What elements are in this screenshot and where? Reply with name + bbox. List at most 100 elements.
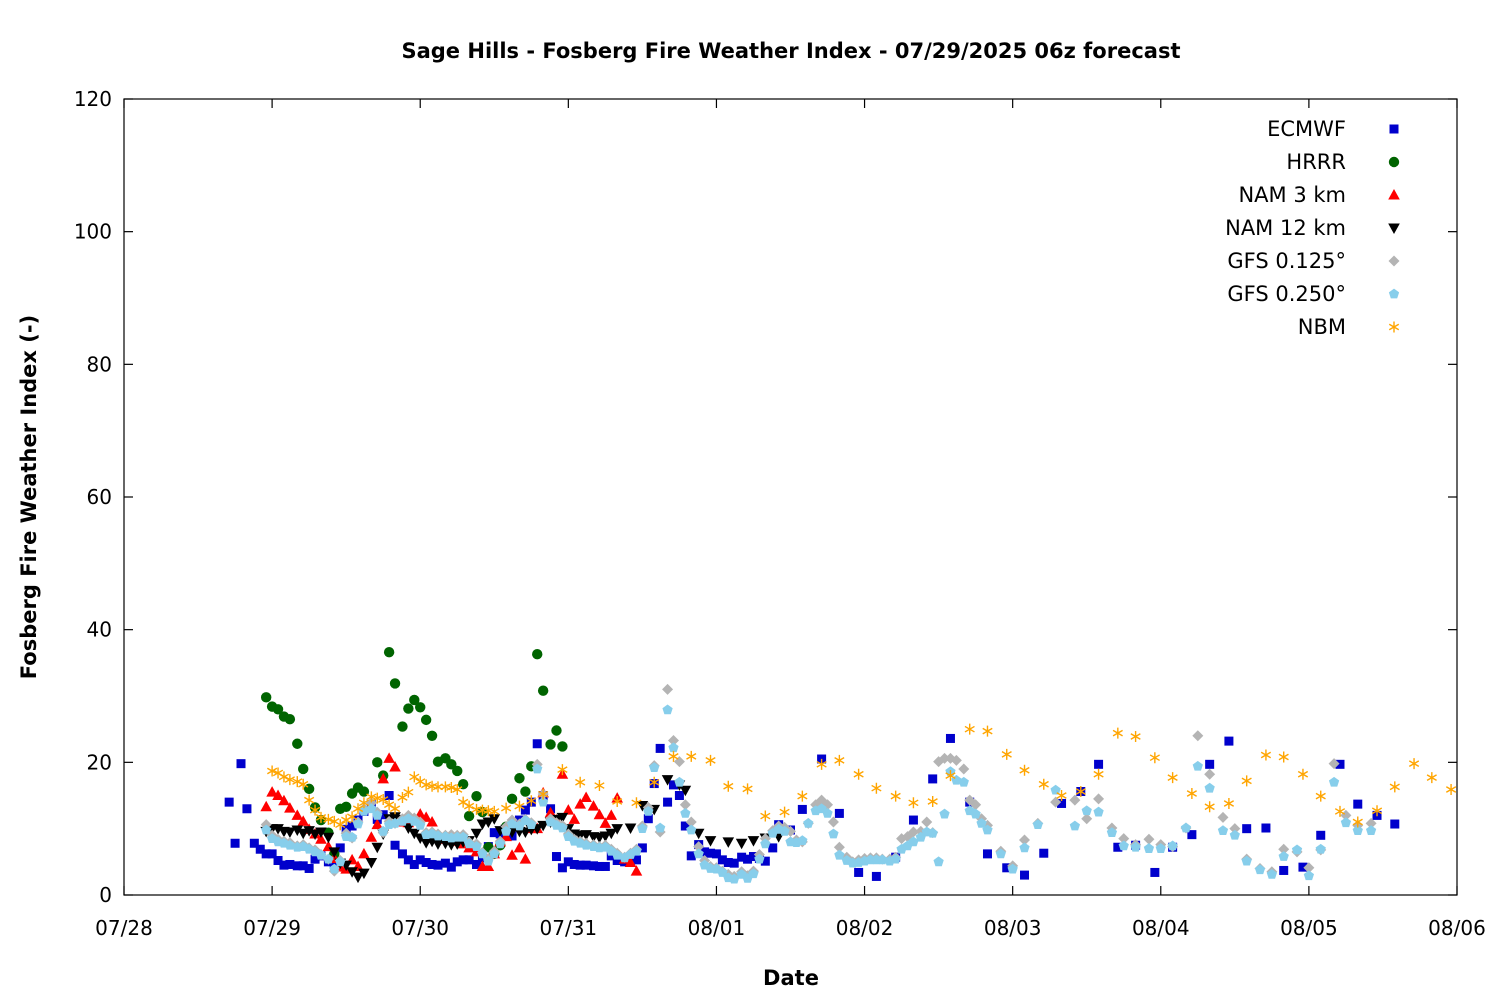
y-tick-label: 40	[87, 618, 112, 642]
x-tick-label: 07/29	[243, 916, 301, 940]
point-nbm	[335, 819, 346, 831]
point-gfs-0-250	[1315, 843, 1326, 854]
point-ecmwf	[854, 867, 864, 877]
point-hrrr	[452, 765, 463, 777]
point-gfs-0-125	[1050, 796, 1062, 808]
x-tick-label: 08/04	[1132, 916, 1190, 940]
point-hrrr	[415, 702, 426, 713]
point-gfs-0-250	[958, 776, 969, 787]
y-axis-label: Fosberg Fire Weather Index (-)	[17, 315, 41, 679]
point-ecmwf	[729, 858, 739, 868]
point-nam-12-km	[692, 828, 705, 840]
point-hrrr	[426, 730, 438, 741]
point-gfs-0-250	[686, 824, 697, 835]
point-ecmwf	[304, 863, 314, 873]
point-gfs-0-250	[1229, 829, 1240, 840]
point-ecmwf	[230, 838, 240, 848]
point-ecmwf	[631, 855, 641, 865]
legend-label: NBM	[1298, 315, 1346, 339]
point-ecmwf	[606, 851, 616, 861]
point-nbm	[760, 810, 771, 822]
point-gfs-0-125	[921, 816, 933, 828]
point-nbm	[871, 782, 882, 794]
point-nam-12-km	[611, 824, 624, 835]
point-ecmwf	[1298, 862, 1308, 872]
point-ecmwf	[706, 848, 716, 858]
point-nam-3-km	[624, 856, 637, 867]
point-nbm	[816, 758, 827, 770]
point-gfs-0-125	[1019, 834, 1031, 846]
point-gfs-0-250	[877, 854, 888, 865]
point-nam-3-km	[513, 841, 526, 853]
point-nam-12-km	[315, 827, 327, 838]
point-hrrr	[372, 757, 383, 768]
point-nam-3-km	[284, 802, 296, 813]
point-gfs-0-250	[1143, 843, 1155, 853]
point-nam-3-km	[544, 806, 557, 818]
point-hrrr	[403, 703, 414, 714]
point-hrrr	[272, 704, 284, 715]
point-nbm	[1371, 805, 1383, 817]
point-ecmwf	[390, 840, 400, 850]
point-gfs-0-250	[890, 853, 901, 864]
point-ecmwf	[1261, 823, 1271, 833]
point-nbm	[1038, 778, 1049, 790]
point-gfs-0-125	[1081, 813, 1093, 825]
point-hrrr	[463, 810, 475, 822]
point-gfs-0-250	[995, 848, 1006, 859]
x-tick-label: 08/01	[688, 916, 746, 940]
point-gfs-0-250	[415, 819, 426, 830]
point-ecmwf	[1150, 867, 1160, 877]
point-gfs-0-125	[693, 841, 705, 853]
point-gfs-0-250	[1155, 843, 1166, 853]
point-gfs-0-125	[950, 754, 962, 766]
point-gfs-0-250	[970, 808, 981, 819]
point-gfs-0-125	[1143, 833, 1155, 845]
point-nam-12-km	[358, 868, 370, 880]
point-ecmwf	[674, 791, 684, 800]
series-ecmwf	[224, 733, 1400, 881]
point-gfs-0-250	[927, 827, 938, 838]
point-nbm	[1056, 790, 1067, 801]
point-nam-3-km	[371, 818, 384, 830]
point-ecmwf	[472, 859, 482, 869]
point-gfs-0-125	[1192, 730, 1204, 742]
x-axis-label: Date	[763, 966, 819, 990]
chart-title: Sage Hills - Fosberg Fire Weather Index …	[401, 39, 1180, 63]
point-nam-3-km	[383, 752, 395, 763]
point-ecmwf	[1039, 848, 1049, 858]
point-nbm	[1130, 730, 1141, 742]
point-gfs-0-250	[680, 808, 691, 818]
legend-marker-gfs-0-250	[1388, 288, 1400, 299]
point-gfs-0-125	[1229, 823, 1241, 835]
point-gfs-0-125	[827, 816, 839, 828]
series-layer	[224, 647, 1457, 884]
point-nbm	[649, 776, 660, 788]
point-nbm	[705, 754, 716, 766]
point-ecmwf	[409, 859, 419, 869]
point-nbm	[1149, 752, 1160, 764]
y-tick-label: 120	[74, 87, 112, 111]
point-ecmwf	[1020, 870, 1030, 880]
point-nbm	[372, 792, 383, 804]
legend-entry-nam-3-km: NAM 3 km	[1238, 183, 1400, 207]
point-nbm	[890, 790, 901, 802]
point-nbm	[927, 795, 938, 807]
x-tick-label: 08/06	[1428, 916, 1486, 940]
point-gfs-0-250	[643, 806, 654, 816]
point-gfs-0-125	[1303, 862, 1315, 874]
point-ecmwf	[700, 847, 710, 857]
point-nam-3-km	[377, 772, 389, 784]
legend-entry-nbm: NBM	[1298, 315, 1400, 339]
point-gfs-0-250	[1069, 820, 1081, 831]
point-ecmwf	[569, 859, 579, 869]
point-ecmwf	[563, 857, 573, 867]
point-ecmwf	[440, 858, 450, 868]
point-gfs-0-250	[358, 806, 370, 816]
point-ecmwf	[737, 852, 747, 862]
point-nam-12-km	[352, 872, 364, 884]
point-gfs-0-250	[976, 817, 987, 828]
point-nbm	[266, 765, 278, 777]
point-ecmwf	[612, 856, 622, 866]
point-gfs-0-250	[1266, 869, 1277, 879]
